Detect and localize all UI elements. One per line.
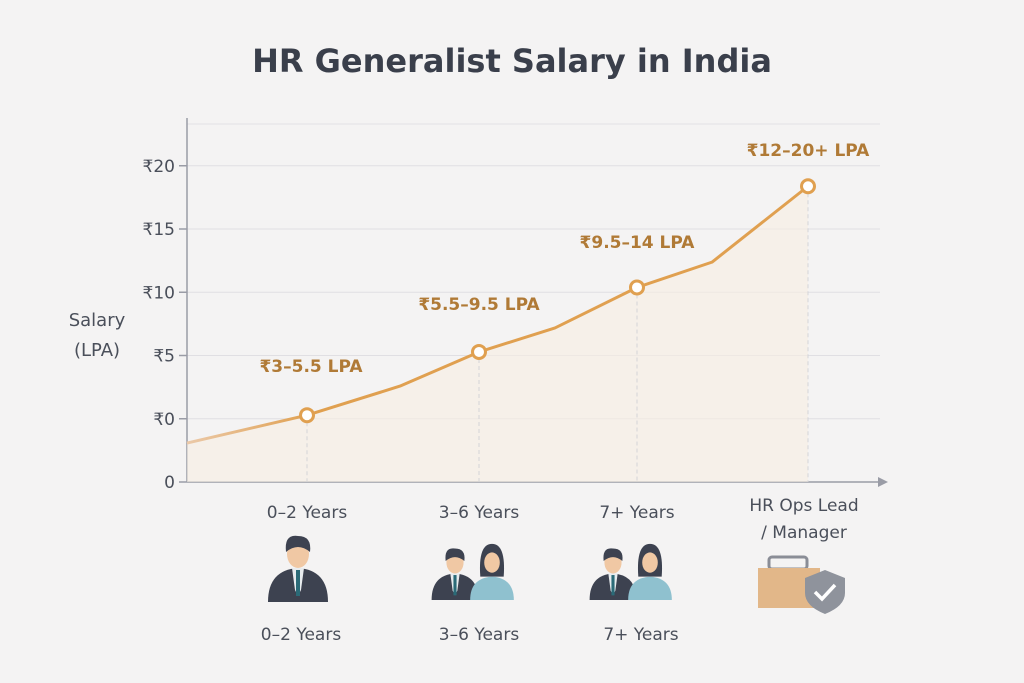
bottom-label: 3–6 Years [439,625,520,645]
y-tick-label: ₹10 [143,283,175,303]
hair [285,535,311,552]
bottom-label: 7+ Years [603,625,678,645]
hair [445,548,465,561]
y-tick-label: ₹5 [153,347,175,367]
data-point [299,407,315,424]
series-line [186,185,809,445]
hair [603,548,623,561]
check [813,583,837,602]
area-fill [187,186,808,483]
chart-title: HR Generalist Salary in India [252,42,772,80]
tie [611,575,615,596]
data-point [629,279,645,296]
handle [767,555,809,571]
y-tick-label: ₹20 [143,157,175,177]
y-tick-label: ₹15 [143,220,175,240]
bottom-label: 0–2 Years [261,625,342,645]
briefcase-shield-icon [758,555,845,614]
y-axis-label-line2: (LPA) [74,340,120,361]
top [470,576,514,600]
y-tick-label: 0 [164,473,175,493]
data-point [471,343,487,360]
top [628,576,672,600]
data-label: ₹3–5.5 LPA [259,357,363,377]
data-point [800,178,816,195]
x-category-label: 0–2 Years [267,503,348,523]
x-axis-arrow [878,477,888,487]
x-category-label: HR Ops Lead [749,496,858,516]
face [642,552,658,573]
y-tick-label: ₹0 [153,410,175,430]
tie [296,570,300,596]
x-category-label: 7+ Years [599,503,674,523]
data-label: ₹12–20+ LPA [747,141,871,161]
shield [805,570,845,614]
y-axis-label-line1: Salary [69,310,126,331]
person-icon [268,535,328,602]
data-label: ₹5.5–9.5 LPA [418,295,540,315]
couple-icon [431,543,514,600]
tie [453,575,457,596]
x-category-label: 3–6 Years [439,503,520,523]
x-category-label: / Manager [761,523,847,543]
face [484,552,500,573]
data-label: ₹9.5–14 LPA [580,233,696,253]
couple-icon [589,543,672,600]
